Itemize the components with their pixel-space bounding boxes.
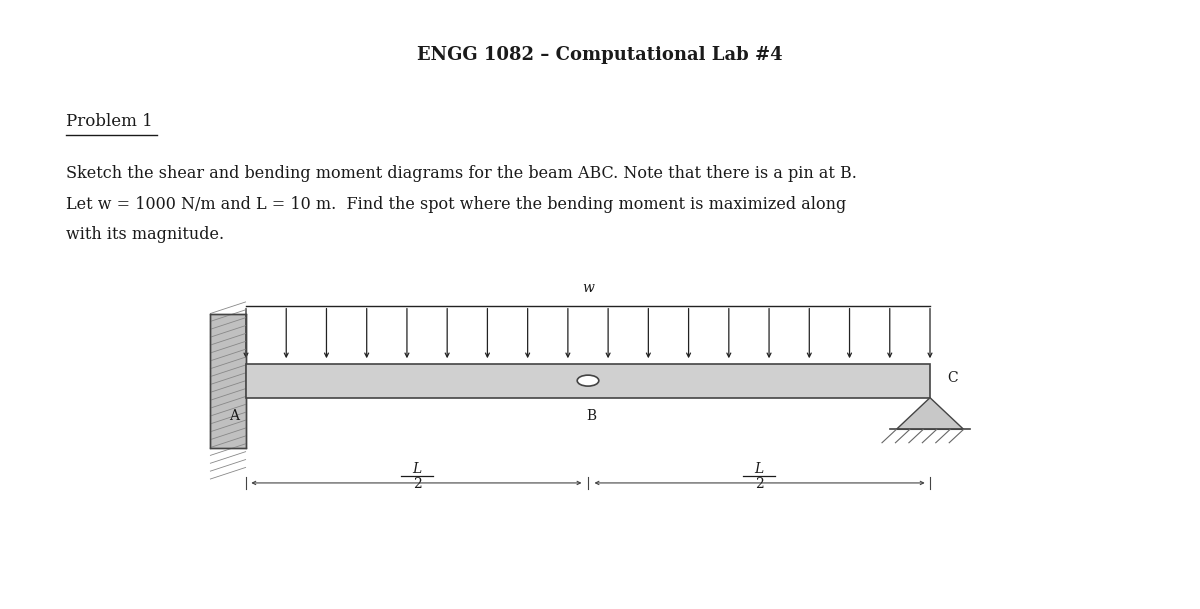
Text: B: B xyxy=(587,409,596,423)
Bar xyxy=(210,314,246,448)
Text: C: C xyxy=(947,371,958,385)
Text: Sketch the shear and bending moment diagrams for the beam ABC. Note that there i: Sketch the shear and bending moment diag… xyxy=(66,165,857,182)
Text: 2: 2 xyxy=(413,477,421,491)
Bar xyxy=(246,364,930,398)
Text: Let w = 1000 N/m and L = 10 m.  Find the spot where the bending moment is maximi: Let w = 1000 N/m and L = 10 m. Find the … xyxy=(66,195,846,213)
Text: ENGG 1082 – Computational Lab #4: ENGG 1082 – Computational Lab #4 xyxy=(418,46,782,64)
Polygon shape xyxy=(896,398,964,429)
Text: with its magnitude.: with its magnitude. xyxy=(66,226,224,243)
Text: 2: 2 xyxy=(755,477,763,491)
Text: Problem 1: Problem 1 xyxy=(66,113,152,130)
Circle shape xyxy=(577,375,599,386)
Text: A: A xyxy=(229,409,239,423)
Text: L: L xyxy=(755,462,763,476)
Text: w: w xyxy=(582,281,594,295)
Text: L: L xyxy=(413,462,421,476)
